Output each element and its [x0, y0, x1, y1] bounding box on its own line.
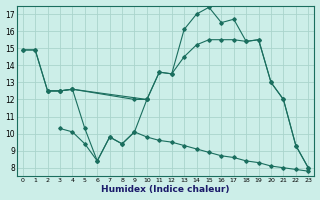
- X-axis label: Humidex (Indice chaleur): Humidex (Indice chaleur): [101, 185, 230, 194]
